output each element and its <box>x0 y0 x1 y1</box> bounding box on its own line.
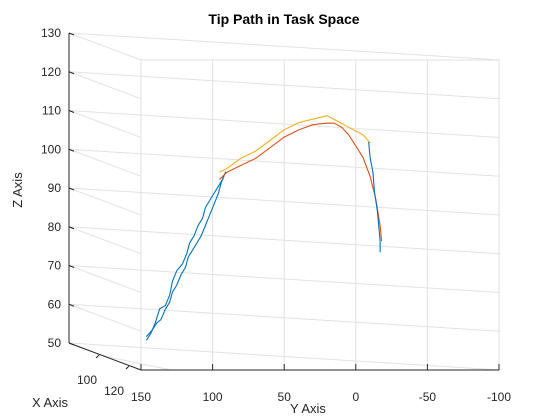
z-tick-label: 100 <box>41 142 61 156</box>
grid-line-side <box>68 32 142 61</box>
grid-line-side <box>68 71 142 100</box>
grid-line-side <box>68 110 142 138</box>
x-tick-mark <box>95 354 100 359</box>
y-axis-label: Y Axis <box>290 401 326 416</box>
z-tick-mark <box>68 265 75 268</box>
z-tick-mark <box>68 110 75 113</box>
z-tick-label: 90 <box>48 181 62 195</box>
z-tick-mark <box>68 303 75 307</box>
x-tick-label: 100 <box>77 373 97 387</box>
z-tick-label: 120 <box>41 65 61 79</box>
z-tick-label: 80 <box>48 220 62 234</box>
z-tick-label: 130 <box>41 26 61 40</box>
series-line-5 <box>368 141 381 253</box>
z-tick-mark <box>68 342 75 346</box>
grid-line-side <box>68 265 142 293</box>
axes-layer <box>68 32 500 371</box>
series-line-1 <box>146 171 227 341</box>
x-tick-mark <box>125 365 130 370</box>
z-tick-mark <box>68 71 75 75</box>
grid-line-side <box>68 226 142 255</box>
series-line-3 <box>219 122 383 242</box>
grid-layer <box>68 32 501 371</box>
labels-layer: 50 60 70 80 90 100 110 120 130 150 100 50 0 -50 -100 10… <box>41 26 511 404</box>
z-tick-mark <box>68 226 75 230</box>
grid-line-side <box>68 303 142 332</box>
x-axis-label: X Axis <box>32 395 69 410</box>
grid-line-floor <box>98 354 172 371</box>
y-tick-label: -50 <box>419 390 437 404</box>
z-tick-label: 110 <box>42 104 61 118</box>
grid-line-side <box>68 187 142 216</box>
y-tick-label: 0 <box>352 390 359 404</box>
x-axis-line <box>68 342 142 371</box>
y-tick-label: -100 <box>487 390 511 404</box>
chart-title: Tip Path in Task Space <box>208 11 359 27</box>
grid-line-side <box>68 148 142 177</box>
z-axis-label: Z Axis <box>10 172 25 208</box>
z-tick-label: 70 <box>48 259 62 273</box>
z-tick-mark <box>68 32 75 36</box>
z-tick-mark <box>68 187 75 191</box>
grid-line-z <box>68 32 501 61</box>
series-layer <box>146 115 383 341</box>
z-tick-label: 50 <box>48 336 62 350</box>
y-tick-label: 150 <box>131 390 151 404</box>
z-tick-mark <box>68 148 75 152</box>
y-tick-label: 50 <box>278 390 292 404</box>
z-tick-label: 60 <box>48 297 62 311</box>
series-line-2 <box>146 175 225 337</box>
series-line-4 <box>219 115 371 173</box>
y-tick-label: 100 <box>203 390 223 404</box>
x-tick-label: 120 <box>104 384 124 398</box>
